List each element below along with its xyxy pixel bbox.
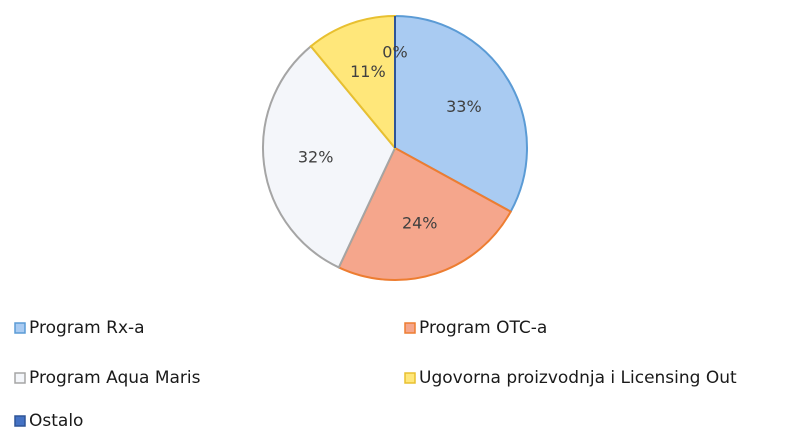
legend-swatch <box>14 372 26 384</box>
legend-swatch <box>14 415 26 427</box>
legend-swatch <box>404 322 416 334</box>
slice-label: 33% <box>446 97 482 116</box>
legend-text: Program Aqua Maris <box>29 368 201 388</box>
legend-text: Ugovorna proizvodnja i Licensing Out <box>419 368 737 388</box>
legend-text: Ostalo <box>29 411 83 430</box>
legend-swatch <box>404 372 416 384</box>
pie-slice <box>309 14 396 151</box>
slice-label: 24% <box>402 214 438 233</box>
slice-label: 32% <box>298 148 334 167</box>
pie-slice <box>262 44 397 269</box>
legend-swatch <box>14 322 26 334</box>
legend-text: Program Rx-a <box>29 318 145 338</box>
pie-slice <box>337 146 513 281</box>
legend-text: Program OTC-a <box>419 318 547 338</box>
pie-slice <box>394 14 528 213</box>
slice-label: 0% <box>382 43 407 62</box>
slice-label: 11% <box>350 62 386 81</box>
